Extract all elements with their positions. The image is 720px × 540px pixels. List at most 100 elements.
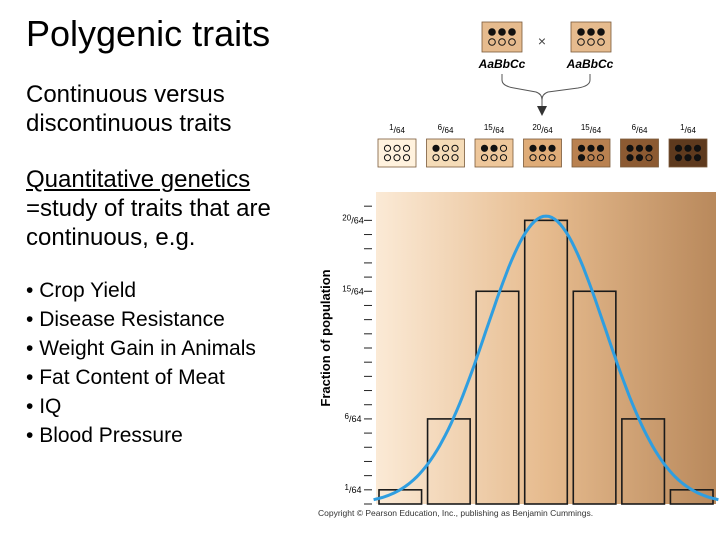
parent-right-box bbox=[570, 21, 612, 53]
offspring-genotype-box bbox=[668, 138, 708, 168]
dark-allele-dot bbox=[480, 144, 489, 152]
polygenic-figure: AaBbCc AaBbCc × 1/64 6/64 15/64 20/64 15/64 6/64… bbox=[318, 21, 719, 518]
light-allele-dot bbox=[451, 154, 459, 162]
normal-curve bbox=[373, 214, 719, 502]
light-allele-dot bbox=[498, 38, 506, 46]
light-allele-dot bbox=[529, 154, 537, 162]
dark-allele-dot bbox=[548, 144, 556, 152]
dark-allele-dot bbox=[684, 154, 692, 162]
distribution-chart: 1/64 6/64 15/64 20/64 Fraction of population bbox=[318, 192, 719, 505]
genotype-box bbox=[474, 138, 514, 168]
light-allele-dot bbox=[577, 38, 585, 46]
trait-item: Disease Resistance bbox=[26, 305, 256, 334]
light-allele-dot bbox=[508, 38, 516, 46]
histogram-bar bbox=[621, 418, 666, 505]
light-allele-dot bbox=[499, 154, 508, 162]
light-allele-dot bbox=[548, 154, 556, 162]
light-allele-dot bbox=[441, 144, 450, 152]
offspring-frequency-label: 15/64 bbox=[581, 123, 602, 135]
light-allele-dot bbox=[480, 154, 489, 162]
genotype-box bbox=[620, 138, 659, 168]
dark-allele-dot bbox=[626, 154, 634, 162]
dark-allele-dot bbox=[498, 28, 506, 36]
light-allele-dot bbox=[393, 154, 401, 162]
trait-item: IQ bbox=[26, 392, 256, 421]
parent-left-genotype: AaBbCc bbox=[478, 57, 526, 71]
light-allele-dot bbox=[441, 154, 450, 162]
offspring-genotype-box bbox=[523, 138, 562, 168]
dark-allele-dot bbox=[508, 28, 516, 36]
offspring-genotype-box bbox=[571, 138, 611, 168]
cross-symbol: × bbox=[538, 33, 546, 49]
dark-allele-dot bbox=[587, 28, 595, 36]
offspring-frequency-label: 1/64 bbox=[389, 123, 405, 135]
parent-right-genotype: AaBbCc bbox=[566, 57, 614, 71]
dark-allele-dot bbox=[635, 144, 644, 152]
definition-body: =study of traits that are continuous, e.… bbox=[26, 195, 271, 251]
dark-allele-dot bbox=[577, 144, 586, 152]
genetic-cross: AaBbCc AaBbCc × 1/64 6/64 15/64 20/64 15/64 6/64… bbox=[377, 21, 708, 168]
copyright-credit: Copyright © Pearson Education, Inc., pub… bbox=[318, 508, 593, 518]
dark-allele-dot bbox=[432, 144, 440, 152]
genotype-box bbox=[570, 21, 612, 53]
y-tick-label: 1/64 bbox=[345, 483, 362, 495]
y-tick-label: 20/64 bbox=[342, 213, 363, 225]
offspring-genotype-box bbox=[377, 138, 417, 168]
light-allele-dot bbox=[538, 154, 547, 162]
genotype-box bbox=[668, 138, 708, 168]
dark-allele-dot bbox=[596, 144, 605, 152]
parent-left-box bbox=[481, 21, 523, 53]
dark-allele-dot bbox=[587, 144, 595, 152]
dark-allele-dot bbox=[538, 144, 547, 152]
offspring-frequency-label: 15/64 bbox=[484, 123, 505, 135]
dark-allele-dot bbox=[684, 144, 692, 152]
y-tick-label: 6/64 bbox=[345, 412, 362, 424]
histogram-bar bbox=[523, 219, 569, 505]
slide-title: Polygenic traits bbox=[26, 13, 271, 54]
genotype-box bbox=[571, 138, 611, 168]
light-allele-dot bbox=[587, 154, 595, 162]
cross-arrow-head bbox=[537, 106, 547, 116]
dark-allele-dot bbox=[490, 144, 498, 152]
subtitle-text: Continuous versus discontinuous traits bbox=[26, 81, 232, 137]
light-allele-dot bbox=[383, 144, 392, 152]
offspring-genotype-box bbox=[426, 138, 465, 168]
dark-allele-dot bbox=[693, 144, 702, 152]
genotype-box bbox=[377, 138, 417, 168]
light-allele-dot bbox=[597, 38, 605, 46]
light-allele-dot bbox=[402, 144, 411, 152]
cross-arrow-right bbox=[541, 74, 591, 101]
dark-allele-dot bbox=[645, 144, 653, 152]
light-allele-dot bbox=[645, 154, 653, 162]
dark-allele-dot bbox=[674, 154, 683, 162]
dark-allele-dot bbox=[529, 144, 537, 152]
trait-item: Weight Gain in Animals bbox=[26, 334, 256, 363]
light-allele-dot bbox=[451, 144, 459, 152]
definition-text: Quantitative genetics =study of traits t… bbox=[26, 165, 326, 252]
dark-allele-dot bbox=[597, 28, 605, 36]
offspring-frequency-label: 6/64 bbox=[438, 123, 454, 135]
trait-item: Blood Pressure bbox=[26, 421, 256, 450]
y-tick-label: 15/64 bbox=[342, 284, 363, 296]
trait-item: Crop Yield bbox=[26, 276, 256, 305]
dark-allele-dot bbox=[577, 28, 585, 36]
offspring-frequency-label: 6/64 bbox=[632, 123, 648, 135]
dark-allele-dot bbox=[488, 28, 496, 36]
histogram-bar bbox=[572, 290, 617, 505]
dark-allele-dot bbox=[635, 154, 644, 162]
offspring-frequency-label: 1/64 bbox=[680, 123, 696, 135]
genotype-box bbox=[426, 138, 465, 168]
light-allele-dot bbox=[596, 154, 605, 162]
dark-allele-dot bbox=[674, 144, 683, 152]
genotype-box bbox=[523, 138, 562, 168]
trait-list: Crop Yield Disease Resistance Weight Gai… bbox=[26, 276, 256, 450]
histogram-bar bbox=[426, 418, 471, 505]
chart-background bbox=[376, 192, 716, 504]
light-allele-dot bbox=[393, 144, 401, 152]
offspring-frequency-label: 20/64 bbox=[532, 123, 553, 135]
dark-allele-dot bbox=[693, 154, 702, 162]
y-axis-label: Fraction of population bbox=[318, 269, 333, 406]
dark-allele-dot bbox=[577, 154, 586, 162]
light-allele-dot bbox=[499, 144, 508, 152]
cross-arrow-left bbox=[501, 74, 543, 108]
